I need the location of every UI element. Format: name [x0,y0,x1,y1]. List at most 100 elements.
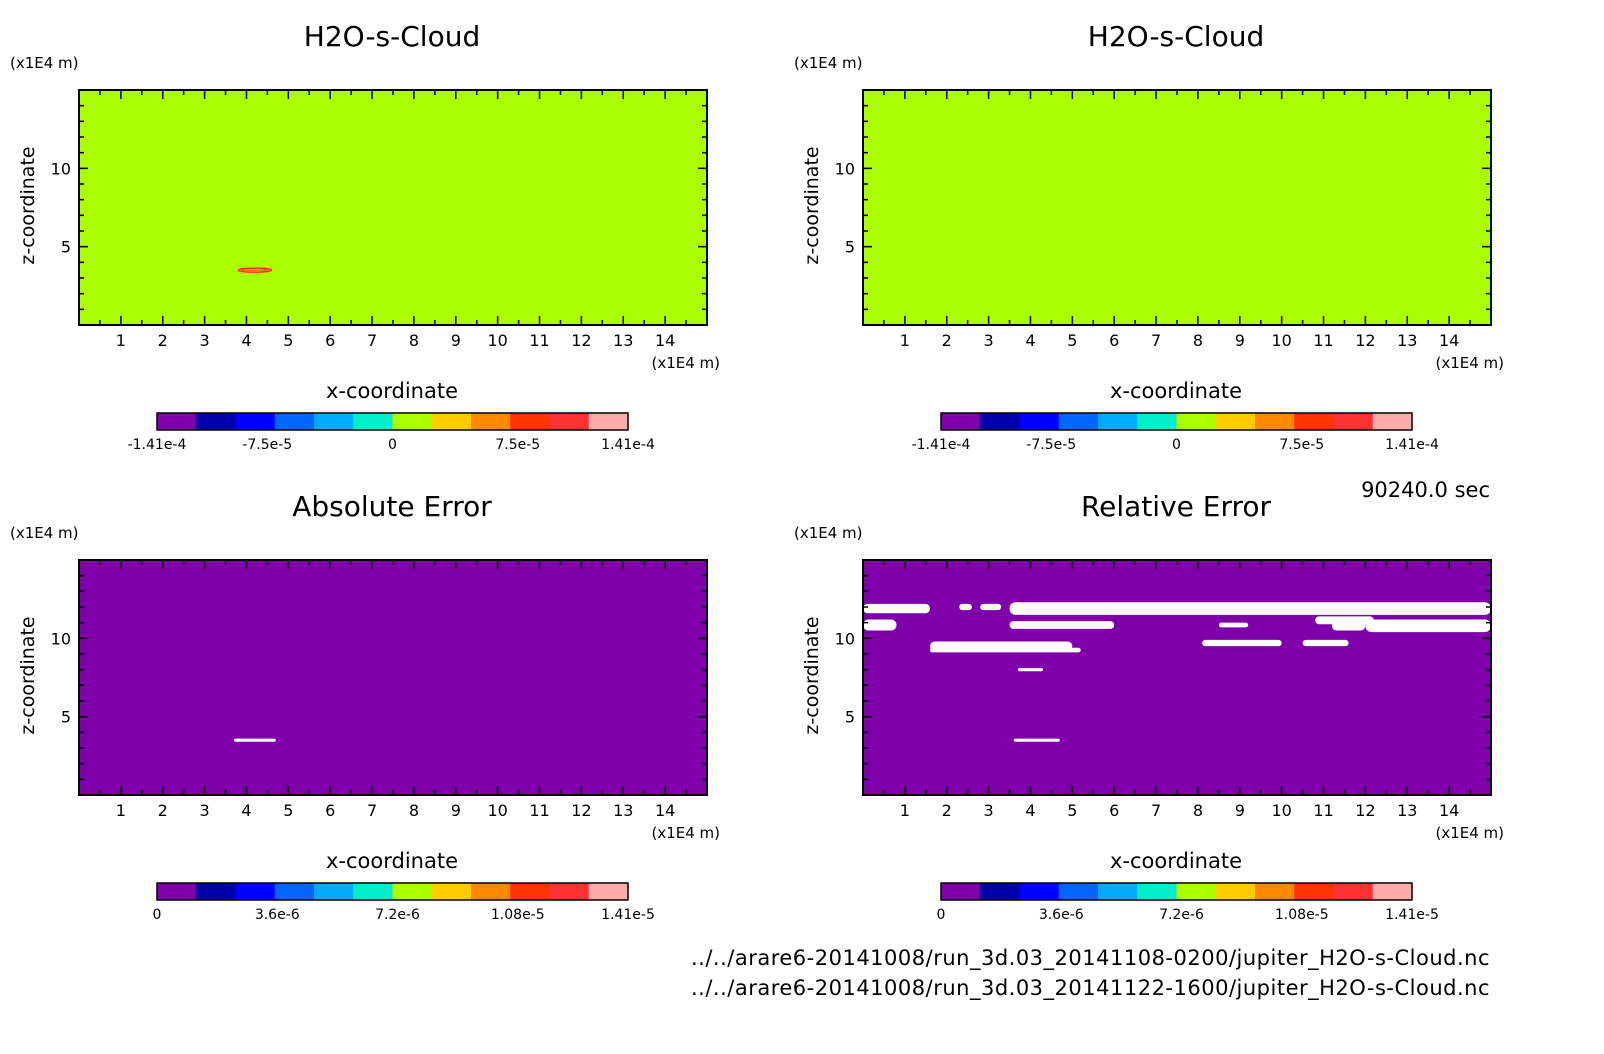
colorbar-tick-label: 0 [1172,437,1181,453]
y-axis-label: z-coordinate [17,616,39,734]
x-tick-label: 2 [158,331,168,350]
heatmap-region [1302,639,1349,647]
heatmap-region [863,619,897,631]
colorbar-tick-label: 1.41e-4 [1385,437,1439,453]
colorbar-tick-label: -1.41e-4 [912,437,971,453]
x-tick-label: 12 [571,331,591,350]
colorbar-segment [1058,413,1099,430]
colorbar-segment [510,413,550,430]
colorbar-tick-label: 1.08e-5 [1275,907,1329,923]
x-tick-label: 14 [1439,331,1459,350]
colorbar-frame [940,412,1413,431]
x-tick-label: 3 [200,331,210,350]
colorbar-segment [431,883,472,900]
colorbar-tick-label: 7.5e-5 [495,437,540,453]
heatmap-background [863,90,1491,325]
colorbar-segment [274,883,315,900]
colorbar-segment [1215,883,1256,900]
y-tick-label: 10 [835,629,855,648]
x-tick-label: 4 [1025,331,1035,350]
heatmap-region [233,738,276,742]
x-tick-label: 2 [942,801,952,820]
chart-panel-3: Absolute Error(x1E4 m)(x1E4 m)1 2 3 4 5 6 7 8 9 1… [10,490,720,923]
x-tick-label: 2 [158,801,168,820]
x-tick-label: 9 [1235,331,1245,350]
colorbar-segment [1098,883,1138,900]
file-path-2: ../../arare6-20141008/run_3d.03_20141122… [690,976,1490,1000]
x-tick-label: 5 [1067,801,1077,820]
colorbar-segment [1019,413,1060,430]
colorbar-segment [1333,413,1374,430]
colorbar-segment [1294,883,1334,900]
x-tick-label: 12 [1355,331,1375,350]
x-tick-label: 7 [1151,801,1161,820]
heatmap-region [1009,621,1115,629]
colorbar-segment [588,413,629,430]
colorbar-segment [314,883,354,900]
x-axis-label: x-coordinate [1110,849,1242,873]
x-tick-label: 1 [116,331,126,350]
x-tick-label: 7 [367,801,377,820]
colorbar-tick-label: 0 [937,907,946,923]
x-tick-label: 7 [367,331,377,350]
colorbar-segment [392,413,433,430]
y-unit-label: (x1E4 m) [10,524,79,542]
heatmap-region [1365,619,1491,633]
y-axis-label: z-coordinate [17,146,39,264]
heatmap-region [1009,602,1491,615]
x-unit-label: (x1E4 m) [651,354,720,372]
colorbar-tick-label: -1.41e-4 [128,437,187,453]
heatmap-background [79,90,707,325]
x-tick-label: 8 [409,801,419,820]
y-tick-label: 10 [51,159,71,178]
colorbar-tick-label: 1.41e-5 [601,907,655,923]
x-tick-label: 9 [451,331,461,350]
colorbar-segment [157,413,197,430]
colorbar-segment [471,883,511,900]
y-tick-label: 5 [845,708,855,727]
heatmap-region [237,267,273,273]
x-tick-label: 11 [529,331,549,350]
x-tick-label: 6 [1109,331,1119,350]
chart-title: H2O-s-Cloud [1088,20,1264,53]
x-tick-label: 8 [1193,331,1203,350]
colorbar-tick-label: -7.5e-5 [242,437,292,453]
colorbar-segment [1137,413,1177,430]
x-tick-label: 9 [1235,801,1245,820]
x-unit-label: (x1E4 m) [1435,354,1504,372]
y-tick-label: 5 [61,708,71,727]
colorbar-segment [1058,883,1099,900]
colorbar-tick-label: 3.6e-6 [255,907,300,923]
colorbar-frame [156,412,629,431]
colorbar-segment [549,883,590,900]
heatmap-region [1218,622,1249,628]
colorbar-segment [196,413,236,430]
x-tick-label: 8 [409,331,419,350]
y-axis-label: z-coordinate [801,616,823,734]
x-tick-label: 5 [1067,331,1077,350]
x-tick-label: 10 [487,331,507,350]
x-tick-label: 8 [1193,801,1203,820]
colorbar-segment [1372,883,1413,900]
x-tick-label: 13 [613,331,633,350]
colorbar-segment [353,413,393,430]
colorbar-tick-label: 7.5e-5 [1279,437,1324,453]
y-axis-label: z-coordinate [801,146,823,264]
x-tick-label: 3 [984,331,994,350]
colorbar-tick-label: 1.08e-5 [491,907,545,923]
chart-title: H2O-s-Cloud [304,20,480,53]
heatmap-region [863,603,930,614]
x-tick-label: 2 [942,331,952,350]
y-tick-label: 5 [845,238,855,257]
colorbar-segment [196,883,236,900]
x-tick-label: 14 [655,801,675,820]
colorbar-segment [1098,413,1138,430]
colorbar-tick-label: 3.6e-6 [1039,907,1084,923]
x-tick-label: 10 [1271,331,1291,350]
colorbar-frame [156,882,629,901]
colorbar-segment [980,413,1020,430]
colorbar-segment [980,883,1020,900]
heatmap-region [1017,668,1044,672]
x-tick-label: 11 [529,801,549,820]
